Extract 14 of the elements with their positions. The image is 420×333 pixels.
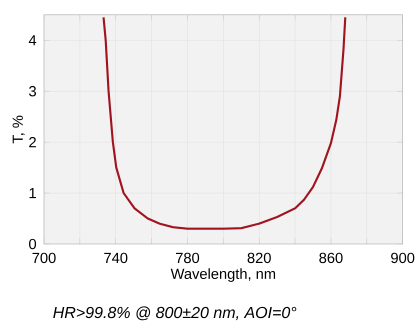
y-tick-label: 0 — [29, 238, 36, 250]
y-tick-label: 4 — [28, 35, 36, 46]
x-tick-label: 700 — [32, 252, 56, 263]
text: HR>99.8% @ 800±20 nm, AOI=0° — [53, 306, 296, 320]
x-tick-label: 740 — [104, 252, 128, 263]
x-axis-title: Wavelength, nm — [170, 268, 276, 282]
x-tick-label: 820 — [248, 252, 271, 263]
x-tick-label: 900 — [391, 252, 414, 263]
x-tick-label: 780 — [176, 252, 200, 263]
y-tick-label: 3 — [29, 86, 36, 96]
x-tick-label: 860 — [319, 252, 343, 263]
y-axis-title: T, % — [12, 116, 25, 144]
y-tick-label: 2 — [29, 136, 36, 148]
y-tick-label: 1 — [30, 188, 36, 198]
